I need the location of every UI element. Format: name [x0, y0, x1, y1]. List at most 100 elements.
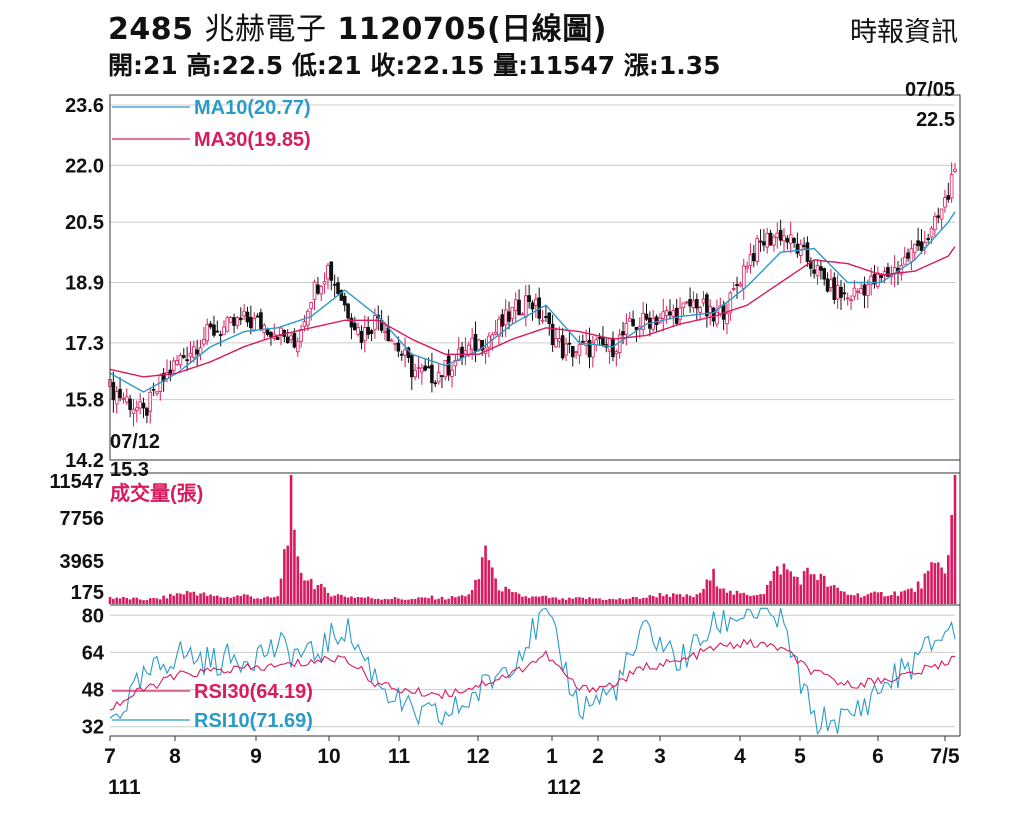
chart-title: 2485 兆赫電子 1120705(日線圖): [108, 4, 607, 48]
volume-bar: [155, 598, 159, 604]
candle-body: [329, 261, 334, 281]
volume-bar: [457, 596, 461, 604]
volume-bar: [480, 557, 484, 604]
ohlc-item-2: 低:21: [291, 51, 371, 80]
volume-bar: [732, 594, 735, 604]
candle-body: [319, 286, 324, 295]
candle-body: [939, 208, 944, 220]
volume-bar: [688, 595, 692, 604]
volume-bar: [283, 549, 286, 604]
candle-body: [587, 339, 592, 358]
volume-bar: [913, 591, 917, 604]
volume-bar: [306, 580, 310, 604]
volume-bar: [534, 596, 538, 604]
ohlc-item-3: 收:22.15: [370, 51, 494, 80]
candle-body: [809, 260, 813, 269]
rsi-tick-label: 48: [82, 680, 104, 702]
volume-bar: [182, 594, 186, 604]
candle-body: [765, 232, 770, 248]
candle-body: [701, 298, 706, 304]
volume-bar: [484, 545, 487, 604]
volume-bar: [698, 592, 702, 604]
annotation-high-date: 07/05: [905, 79, 955, 101]
price-tick-label: 18.9: [65, 273, 104, 295]
price-tick-label: 15.8: [65, 390, 104, 412]
volume-bar: [447, 598, 450, 604]
volume-bar: [108, 596, 112, 604]
candle-body: [242, 310, 246, 317]
volume-bar: [494, 578, 497, 604]
volume-bar: [366, 596, 370, 604]
volume-bar: [373, 599, 377, 604]
candle-body: [155, 391, 159, 394]
volume-bar: [926, 570, 930, 604]
volume-bar: [269, 597, 273, 604]
candle-body: [842, 292, 847, 295]
volume-bar: [655, 597, 658, 604]
volume-bar: [413, 599, 417, 604]
candle-body: [855, 290, 860, 293]
volume-bar: [192, 591, 196, 604]
candle-body: [440, 375, 444, 378]
candle-body: [560, 335, 565, 359]
candle-body: [909, 248, 914, 263]
month-label: 9: [250, 745, 262, 768]
volume-bar: [490, 567, 494, 604]
volume-bar: [574, 597, 578, 604]
volume-bar: [202, 592, 206, 604]
volume-bar: [427, 598, 430, 604]
volume-bar: [658, 592, 662, 604]
candle-body: [245, 311, 250, 323]
rsi-tick-label: 80: [82, 605, 104, 627]
volume-bar: [678, 594, 682, 604]
candle-body: [460, 346, 464, 358]
volume-bar: [521, 596, 524, 604]
candle-body: [238, 317, 243, 321]
volume-bar: [547, 598, 551, 604]
candle-body: [523, 295, 528, 318]
volume-bar: [417, 597, 420, 604]
candle-body: [785, 237, 790, 243]
volume-bar: [829, 585, 833, 604]
candle-body: [577, 344, 582, 356]
volume-bar: [856, 593, 860, 604]
candle-body: [748, 254, 753, 266]
volume-bar: [792, 576, 796, 604]
candle-body: [768, 232, 773, 246]
candle-body: [943, 197, 947, 208]
volume-bar: [323, 587, 326, 604]
candle-body: [295, 341, 300, 353]
volume-title: 成交量(張): [110, 481, 203, 505]
candle-body: [232, 317, 236, 326]
volume-bar: [474, 579, 477, 604]
candle-body: [664, 310, 669, 316]
volume-bar: [497, 590, 501, 604]
volume-bar: [158, 599, 162, 604]
volume-tick-label: 11547: [49, 471, 104, 493]
volume-bar: [628, 598, 632, 604]
candle-body: [430, 364, 434, 384]
candle-body: [795, 243, 800, 254]
volume-bar: [209, 594, 212, 604]
volume-tick-label: 7756: [60, 508, 105, 530]
volume-bar: [370, 598, 373, 604]
candle-body: [215, 330, 220, 333]
volume-bar: [715, 586, 719, 604]
price-tick-label: 23.6: [65, 95, 104, 117]
candle-body: [778, 229, 783, 241]
volume-bar: [239, 596, 243, 604]
volume-bar: [893, 591, 896, 604]
candle-body: [332, 283, 337, 286]
volume-bar: [410, 599, 414, 604]
volume-bar: [353, 597, 357, 604]
candle-body: [691, 300, 696, 309]
volume-bar: [360, 597, 363, 604]
volume-bar: [692, 597, 695, 604]
volume-bar: [648, 595, 652, 604]
volume-bar: [588, 597, 591, 604]
candle-body: [534, 298, 538, 306]
candle-body: [849, 299, 853, 302]
volume-bar: [554, 597, 558, 604]
volume-bars: [108, 475, 957, 604]
